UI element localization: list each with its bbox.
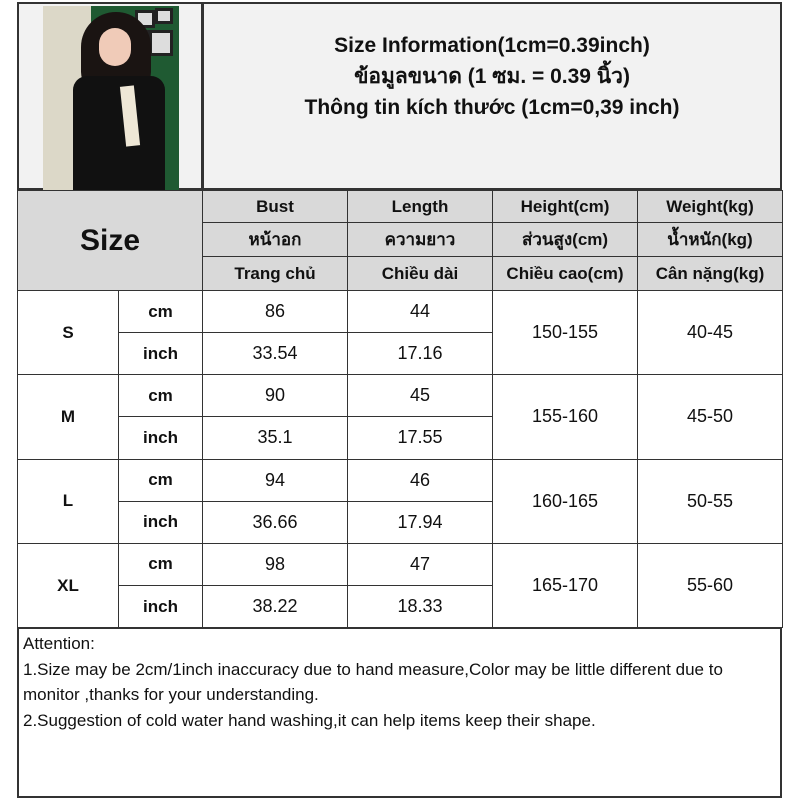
size-header: Size: [17, 190, 203, 291]
attention-heading: Attention:: [23, 634, 95, 653]
attention-note-1: 1.Size may be 2cm/1inch inaccuracy due t…: [23, 659, 723, 705]
height-range: 165-170: [492, 542, 638, 629]
bust-cm: 98: [202, 542, 348, 586]
unit-label-inch: inch: [118, 584, 203, 629]
size-info-title: Size Information(1cm=0.39inch) ข้อมูลขนา…: [202, 2, 782, 190]
bust-inch: 36.66: [202, 500, 348, 544]
weight-range: 45-50: [637, 374, 783, 460]
column-header-en: Bust: [202, 190, 348, 223]
length-cm: 44: [347, 290, 493, 333]
column-header-vi: Trang chủ: [202, 256, 348, 291]
column-header-th: หน้าอก: [202, 222, 348, 257]
size-label: XL: [17, 542, 119, 629]
bust-cm: 94: [202, 458, 348, 502]
column-header-en: Length: [347, 190, 493, 223]
height-range: 155-160: [492, 374, 638, 460]
title-th: ข้อมูลขนาด (1 ซม. = 0.39 นิ้ว): [354, 64, 630, 88]
size-label: S: [17, 290, 119, 376]
unit-label-inch: inch: [118, 416, 203, 460]
length-inch: 17.94: [347, 500, 493, 544]
column-header-th: ความยาว: [347, 222, 493, 257]
attention-note-2: 2.Suggestion of cold water hand washing,…: [23, 710, 596, 730]
unit-label-inch: inch: [118, 500, 203, 544]
length-inch: 17.16: [347, 332, 493, 376]
height-range: 160-165: [492, 458, 638, 544]
weight-range: 50-55: [637, 458, 783, 544]
weight-range: 55-60: [637, 542, 783, 629]
attention-notes: Attention: 1.Size may be 2cm/1inch inacc…: [17, 627, 782, 798]
unit-label-cm: cm: [118, 290, 203, 333]
bust-inch: 38.22: [202, 584, 348, 629]
bust-cm: 90: [202, 374, 348, 418]
length-cm: 45: [347, 374, 493, 418]
unit-label-inch: inch: [118, 332, 203, 376]
length-cm: 46: [347, 458, 493, 502]
title-en: Size Information(1cm=0.39inch): [334, 33, 650, 57]
length-inch: 18.33: [347, 584, 493, 629]
size-label: M: [17, 374, 119, 460]
size-label: L: [17, 458, 119, 544]
column-header-en: Height(cm): [492, 190, 638, 223]
column-header-en: Weight(kg): [637, 190, 783, 223]
unit-label-cm: cm: [118, 542, 203, 586]
product-photo: [17, 2, 203, 190]
column-header-vi: Chiều dài: [347, 256, 493, 291]
unit-label-cm: cm: [118, 458, 203, 502]
column-header-th: น้ำหนัก(kg): [637, 222, 783, 257]
length-cm: 47: [347, 542, 493, 586]
unit-label-cm: cm: [118, 374, 203, 418]
bust-inch: 35.1: [202, 416, 348, 460]
length-inch: 17.55: [347, 416, 493, 460]
bust-inch: 33.54: [202, 332, 348, 376]
title-vi: Thông tin kích thước (1cm=0,39 inch): [304, 95, 680, 119]
height-range: 150-155: [492, 290, 638, 376]
column-header-th: ส่วนสูง(cm): [492, 222, 638, 257]
column-header-vi: Cân nặng(kg): [637, 256, 783, 291]
column-header-vi: Chiều cao(cm): [492, 256, 638, 291]
model-image: [43, 6, 179, 190]
bust-cm: 86: [202, 290, 348, 333]
weight-range: 40-45: [637, 290, 783, 376]
